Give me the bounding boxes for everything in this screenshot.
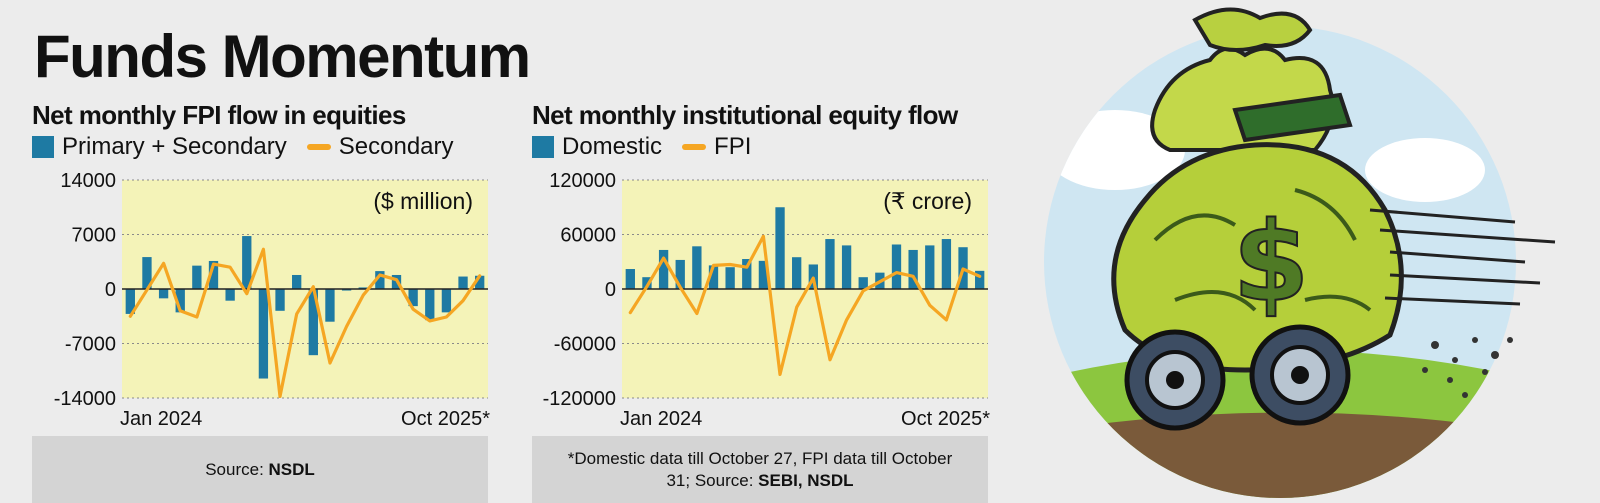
- bar: [725, 267, 735, 289]
- bar: [242, 236, 252, 289]
- y-tick-label: 120000: [549, 170, 616, 192]
- bar: [841, 245, 852, 289]
- bar: [858, 277, 868, 289]
- bar: [792, 257, 802, 289]
- bar: [158, 289, 169, 299]
- fpi-flow-panel: Net monthly FPI flow in equities Primary…: [32, 96, 492, 503]
- page-title: Funds Momentum: [34, 23, 531, 90]
- y-tick-label: -14000: [54, 388, 116, 410]
- legend-line-swatch: [682, 144, 707, 150]
- bag-top-shape: [1192, 7, 1313, 52]
- x-tick-label: Jan 2024: [620, 408, 702, 430]
- source-line: Source: NSDL: [205, 459, 315, 481]
- x-tick-label: Oct 2025*: [401, 408, 490, 430]
- bar: [458, 276, 468, 289]
- bar: [775, 207, 785, 289]
- bar: [758, 260, 769, 289]
- bar: [225, 289, 235, 301]
- bar: [625, 269, 635, 289]
- bar: [408, 289, 418, 307]
- unit-label: ($ million): [373, 188, 473, 214]
- bag-folds-shape: [1153, 188, 1372, 312]
- legend-label: Secondary: [338, 133, 454, 160]
- bar: [375, 271, 385, 289]
- x-tick-label: Jan 2024: [120, 408, 202, 430]
- source-box: Source: NSDL: [32, 436, 488, 503]
- source-prefix: Source:: [694, 470, 759, 490]
- bar: [325, 289, 335, 322]
- source-box: *Domestic data till October 27, FPI data…: [532, 436, 988, 503]
- bar: [441, 289, 452, 313]
- y-tick-label: -7000: [65, 334, 116, 356]
- bar: [208, 260, 219, 289]
- legend-line-swatch: [306, 144, 331, 150]
- line-series: [628, 234, 982, 376]
- speed-lines-shape: [1369, 208, 1556, 306]
- left-wheel-icon: [1124, 329, 1226, 431]
- right-wheel-icon: [1249, 324, 1351, 426]
- y-tick-label: 7000: [72, 225, 117, 247]
- bar: [658, 249, 669, 289]
- bar: [925, 245, 935, 289]
- bar: [708, 265, 719, 289]
- y-tick-label: -120000: [543, 388, 616, 410]
- institutional-flow-panel: Net monthly institutional equity flow Do…: [532, 96, 992, 503]
- source-name: SEBI, NSDL: [758, 470, 854, 490]
- money-bag-car-illustration: $: [1044, 7, 1556, 498]
- source-prefix: Source:: [205, 459, 269, 479]
- x-tick-label: Oct 2025*: [901, 408, 990, 430]
- bar: [891, 244, 902, 289]
- source-name: NSDL: [268, 459, 315, 479]
- legend-label: Primary + Secondary: [62, 133, 287, 160]
- bar: [475, 275, 485, 289]
- bar: [941, 239, 952, 289]
- y-tick-label: 0: [605, 279, 616, 301]
- bar: [341, 289, 352, 291]
- dirt-road: [1055, 412, 1515, 498]
- bag-tie-shape: [1232, 92, 1353, 143]
- cloud-shape: [1365, 138, 1485, 202]
- legend-label: FPI: [714, 133, 752, 160]
- bar: [825, 239, 835, 289]
- unit-label: (₹ crore): [883, 188, 972, 214]
- legend-bar-swatch: [32, 136, 54, 158]
- bar: [908, 249, 918, 289]
- chart-subtitle: Net monthly institutional equity flow: [532, 100, 958, 130]
- legend-item-bar: Primary + Secondary: [32, 133, 287, 161]
- bar: [192, 265, 202, 289]
- y-tick-label: 0: [105, 279, 116, 301]
- bar: [308, 289, 318, 356]
- line-series: [128, 247, 482, 398]
- dust-particles-shape: [1422, 337, 1513, 398]
- bar: [142, 257, 152, 289]
- note-text: *Domestic data till October 27, FPI data…: [567, 448, 953, 490]
- y-tick-label: 14000: [60, 170, 116, 192]
- bar: [742, 259, 752, 289]
- bar: [258, 289, 269, 379]
- source-note: *Domestic data till October 27, FPI data…: [560, 448, 960, 492]
- chart-legend: Primary + Secondary Secondary: [32, 133, 474, 161]
- legend-item-line: FPI: [682, 133, 751, 161]
- dollar-sign-glyph: $: [1233, 198, 1310, 326]
- bar: [975, 270, 985, 289]
- bar: [675, 259, 685, 289]
- legend-bar-swatch: [532, 136, 554, 158]
- legend-label: Domestic: [562, 133, 663, 160]
- bar: [692, 246, 702, 289]
- bar: [642, 277, 652, 289]
- y-tick-label: 60000: [560, 225, 616, 247]
- bar: [275, 289, 285, 311]
- chart-legend: Domestic FPI: [532, 133, 771, 161]
- bar: [425, 289, 435, 321]
- bar: [125, 289, 135, 314]
- y-tick-label: -60000: [554, 334, 616, 356]
- legend-item-bar: Domestic: [532, 133, 662, 161]
- bar: [292, 274, 302, 289]
- bar: [175, 289, 185, 313]
- legend-item-line: Secondary: [306, 133, 454, 161]
- bar: [358, 287, 368, 289]
- chart-subtitle: Net monthly FPI flow in equities: [32, 100, 406, 130]
